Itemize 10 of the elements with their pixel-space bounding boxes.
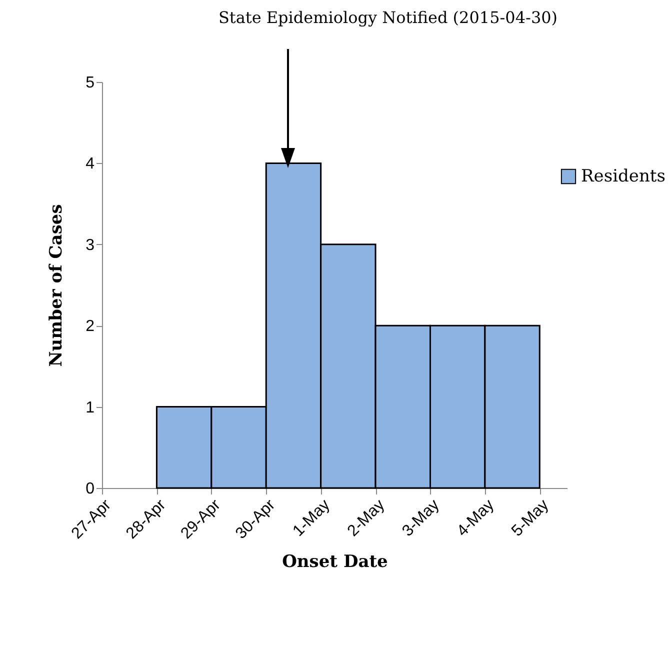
y-tick-label: 2: [86, 318, 95, 336]
x-axis-title: Onset Date: [282, 552, 388, 572]
text: State Epidemiology Notified (2015-04-30): [218, 8, 558, 27]
y-axis-title: Number of Cases: [46, 204, 67, 367]
y-tick-label: 5: [86, 74, 95, 92]
y-tick-label: 4: [86, 156, 95, 173]
y-tick-label: 3: [86, 236, 95, 254]
legend-label: Residents: [581, 166, 666, 186]
y-tick-label: 1: [86, 399, 95, 416]
y-tick-label: 0: [86, 480, 95, 498]
